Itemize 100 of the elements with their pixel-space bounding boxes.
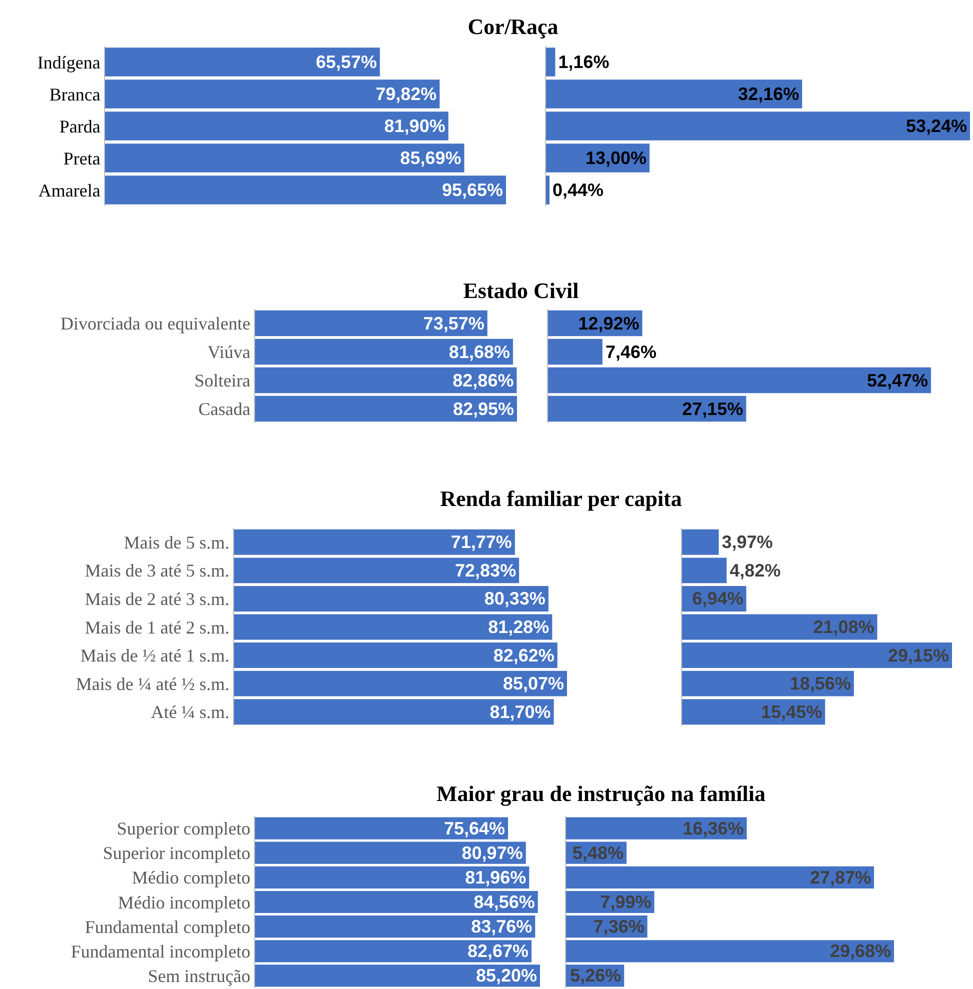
bar <box>255 866 530 888</box>
bar <box>682 614 878 640</box>
data-label: 81,28% <box>488 617 550 637</box>
bar <box>105 176 506 204</box>
data-label: 85,69% <box>400 148 462 168</box>
data-label: 53,24% <box>906 116 967 136</box>
data-label: 5,26% <box>570 966 622 986</box>
chart-title: Renda familiar per capita <box>440 486 682 512</box>
data-label: 4,82% <box>730 560 781 580</box>
y-tick-label: Mais de 5 s.m. <box>124 532 230 552</box>
data-label: 72,83% <box>455 560 516 580</box>
y-tick-label: Branca <box>49 84 100 104</box>
y-tick-label: Amarela <box>38 180 100 200</box>
bar <box>255 396 517 422</box>
bar <box>105 48 380 76</box>
data-label: 81,70% <box>490 702 551 722</box>
data-label: 82,67% <box>467 941 529 962</box>
data-label: 21,08% <box>813 617 874 637</box>
data-label: 83,76% <box>471 916 532 937</box>
data-label: 73,57% <box>423 313 484 334</box>
data-label: 82,62% <box>493 645 554 666</box>
bar <box>255 338 513 365</box>
data-label: 27,15% <box>682 398 744 419</box>
chart-title: Cor/Raça <box>468 14 558 40</box>
text: Maior grau de instrução na família <box>436 781 766 807</box>
data-label: 29,15% <box>888 645 949 666</box>
data-label: 12,92% <box>578 313 640 334</box>
data-label: 15,45% <box>761 702 822 722</box>
bar <box>234 699 554 725</box>
bar <box>255 817 508 840</box>
data-label: 79,82% <box>376 84 437 104</box>
data-label: 27,87% <box>810 867 871 888</box>
bar <box>105 80 440 108</box>
bar <box>255 367 517 394</box>
y-tick-label: Fundamental completo <box>84 916 250 937</box>
data-label: 80,97% <box>462 842 523 863</box>
bar <box>234 529 515 555</box>
bar <box>255 842 526 864</box>
bar <box>546 112 970 140</box>
bar <box>682 529 719 555</box>
bar <box>234 670 567 696</box>
bar <box>566 866 874 888</box>
y-tick-label: Divorciada ou equivalente <box>60 314 250 334</box>
bar <box>548 338 602 365</box>
y-tick-label: Superior completo <box>116 818 250 839</box>
y-tick-label: Fundamental incompleto <box>70 941 250 962</box>
y-tick-label: Mais de 1 até 2 s.m. <box>84 617 230 638</box>
y-tick-label: Médio completo <box>132 868 250 888</box>
bar <box>566 817 747 840</box>
data-label: 81,90% <box>384 116 446 136</box>
data-label: 81,68% <box>448 342 510 362</box>
data-label: 18,56% <box>790 674 851 694</box>
bar <box>548 367 931 394</box>
data-label: 84,56% <box>474 892 535 912</box>
y-tick-label: Mais de 3 até 5 s.m. <box>84 560 230 581</box>
y-tick-label: Viúva <box>207 342 250 362</box>
data-label: 80,33% <box>484 588 546 609</box>
data-label: 7,36% <box>593 916 644 937</box>
bar <box>234 558 520 584</box>
bar <box>234 586 548 612</box>
y-tick-label: Preta <box>63 148 100 168</box>
bar <box>682 642 952 668</box>
bar <box>105 112 448 140</box>
data-label: 16,36% <box>682 818 744 838</box>
y-tick-label: Até ¼ s.m. <box>150 702 230 722</box>
bar <box>234 642 558 668</box>
data-label: 95,65% <box>442 180 503 200</box>
bar <box>546 80 802 108</box>
data-label: 13,00% <box>585 148 647 168</box>
data-label: 85,07% <box>502 674 564 694</box>
bar <box>255 964 540 987</box>
y-tick-label: Casada <box>198 399 250 420</box>
data-label: 1,16% <box>558 52 610 72</box>
data-label: 32,16% <box>738 84 800 104</box>
bar <box>566 940 894 962</box>
data-label: 3,97% <box>722 532 773 552</box>
y-tick-label: Mais de ½ até 1 s.m. <box>80 646 230 666</box>
y-tick-label: Solteira <box>194 370 250 391</box>
data-label: 52,47% <box>866 370 928 390</box>
bar <box>546 176 550 204</box>
chart-title: Estado Civil <box>463 278 579 304</box>
bar <box>546 48 556 76</box>
data-label: 82,86% <box>452 370 514 390</box>
data-label: 6,94% <box>692 588 744 609</box>
y-tick-label: Indígena <box>37 52 100 72</box>
data-label: 0,44% <box>552 180 604 200</box>
data-label: 75,64% <box>444 818 506 838</box>
bar <box>548 396 746 422</box>
bar <box>255 890 538 914</box>
data-label: 29,68% <box>830 941 891 962</box>
data-label: 85,20% <box>476 966 537 986</box>
bar <box>105 144 464 172</box>
bar <box>234 614 552 640</box>
data-label: 7,46% <box>605 342 656 362</box>
bar <box>682 670 854 696</box>
data-label: 5,48% <box>572 842 624 863</box>
bar <box>255 940 532 962</box>
data-label: 81,96% <box>465 867 526 888</box>
y-tick-label: Mais de ¼ até ½ s.m. <box>76 674 230 694</box>
bar <box>255 310 488 336</box>
